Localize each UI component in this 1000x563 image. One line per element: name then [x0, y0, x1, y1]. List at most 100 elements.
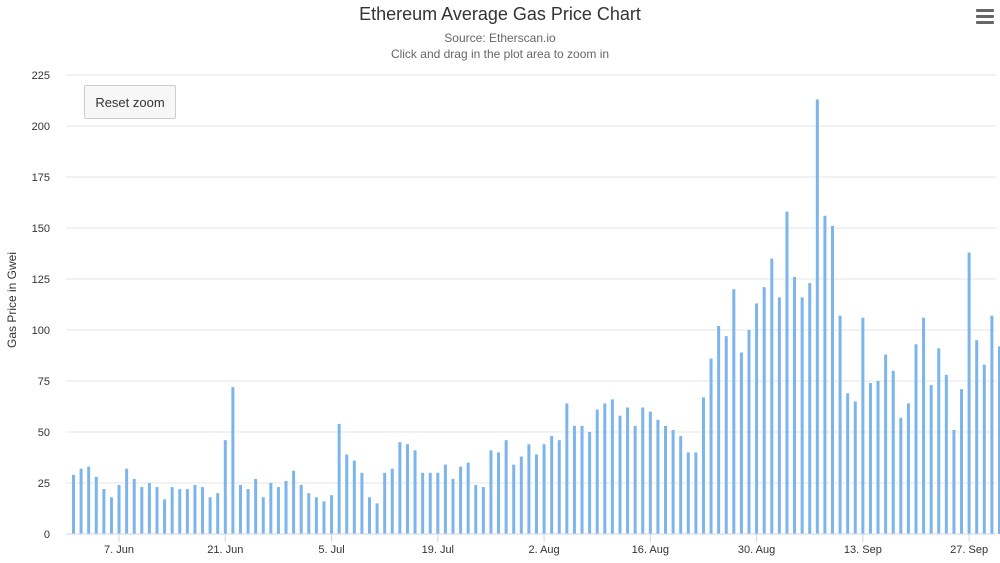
gas-price-bar[interactable] — [899, 417, 903, 534]
gas-price-bar[interactable] — [686, 452, 690, 534]
gas-price-bar[interactable] — [489, 450, 493, 534]
gas-price-bar[interactable] — [588, 432, 592, 534]
gas-price-bar[interactable] — [618, 415, 622, 534]
gas-price-bar[interactable] — [823, 215, 827, 534]
gas-price-bar[interactable] — [140, 487, 144, 534]
gas-price-bar[interactable] — [770, 258, 774, 534]
gas-price-bar[interactable] — [147, 483, 151, 534]
gas-price-bar[interactable] — [868, 383, 872, 534]
gas-price-bar[interactable] — [360, 472, 364, 534]
gas-price-bar[interactable] — [542, 444, 546, 534]
gas-price-bar[interactable] — [960, 389, 964, 534]
gas-price-bar[interactable] — [777, 297, 781, 534]
gas-price-bar[interactable] — [701, 397, 705, 534]
gas-price-bar[interactable] — [762, 287, 766, 534]
gas-price-bar[interactable] — [527, 444, 531, 534]
gas-price-bar[interactable] — [383, 472, 387, 534]
gas-price-bar[interactable] — [739, 352, 743, 534]
gas-price-bar[interactable] — [656, 419, 660, 534]
gas-price-bar[interactable] — [330, 495, 334, 534]
gas-price-bar[interactable] — [276, 487, 280, 534]
gas-price-bar[interactable] — [937, 348, 941, 534]
gas-price-bar[interactable] — [975, 340, 979, 534]
gas-price-bar[interactable] — [481, 487, 485, 534]
gas-price-bar[interactable] — [512, 464, 516, 534]
gas-price-bar[interactable] — [694, 452, 698, 534]
gas-price-bar[interactable] — [838, 315, 842, 534]
gas-price-bar[interactable] — [861, 317, 865, 534]
gas-price-bar[interactable] — [610, 399, 614, 534]
hamburger-menu-icon[interactable] — [974, 6, 996, 26]
gas-price-bar[interactable] — [185, 489, 189, 534]
gas-price-bar[interactable] — [534, 454, 538, 534]
gas-price-bar[interactable] — [793, 276, 797, 534]
gas-price-bar[interactable] — [990, 315, 994, 534]
gas-price-bar[interactable] — [72, 474, 75, 534]
gas-price-bar[interactable] — [436, 472, 440, 534]
gas-price-bar[interactable] — [451, 478, 455, 534]
gas-price-bar[interactable] — [421, 472, 425, 534]
gas-price-bar[interactable] — [709, 358, 713, 534]
gas-price-bar[interactable] — [216, 493, 220, 534]
gas-price-bar[interactable] — [284, 480, 288, 534]
gas-price-bar[interactable] — [732, 289, 736, 534]
gas-price-bar[interactable] — [459, 466, 463, 534]
gas-price-bar[interactable] — [413, 450, 417, 534]
gas-price-bar[interactable] — [428, 472, 432, 534]
gas-price-bar[interactable] — [193, 485, 197, 534]
gas-price-bar[interactable] — [914, 344, 918, 534]
gas-price-bar[interactable] — [443, 464, 447, 534]
gas-price-bar[interactable] — [352, 460, 356, 534]
gas-price-bar[interactable] — [785, 211, 789, 534]
gas-price-bar[interactable] — [671, 429, 675, 534]
gas-price-bar[interactable] — [906, 403, 910, 534]
gas-price-bar[interactable] — [755, 303, 759, 534]
gas-price-bar[interactable] — [322, 501, 326, 534]
gas-price-bar[interactable] — [125, 468, 129, 534]
gas-price-bar[interactable] — [466, 462, 470, 534]
gas-price-bar[interactable] — [967, 252, 971, 535]
gas-price-bar[interactable] — [519, 456, 523, 534]
gas-price-bar[interactable] — [572, 425, 576, 534]
gas-price-bar[interactable] — [831, 225, 834, 534]
gas-price-bar[interactable] — [633, 425, 637, 534]
gas-price-bar[interactable] — [398, 442, 402, 534]
gas-price-bar[interactable] — [94, 476, 98, 534]
gas-price-bar[interactable] — [368, 497, 372, 534]
gas-price-bar[interactable] — [261, 497, 265, 534]
gas-price-bar[interactable] — [808, 283, 812, 534]
gas-price-bar[interactable] — [884, 354, 888, 534]
gas-price-bar[interactable] — [254, 478, 258, 534]
gas-price-bar[interactable] — [102, 489, 106, 534]
gas-price-bar[interactable] — [208, 497, 212, 534]
gas-price-bar[interactable] — [201, 487, 205, 534]
gas-price-bar[interactable] — [307, 493, 311, 534]
gas-price-bar[interactable] — [375, 503, 379, 534]
gas-price-bar[interactable] — [952, 429, 956, 534]
reset-zoom-button[interactable]: Reset zoom — [84, 85, 176, 119]
gas-price-bar[interactable] — [79, 468, 83, 534]
gas-price-bar[interactable] — [269, 483, 273, 534]
gas-price-bar[interactable] — [876, 381, 880, 534]
gas-price-bar[interactable] — [163, 499, 167, 534]
gas-price-bar[interactable] — [337, 423, 341, 534]
gas-price-bar[interactable] — [474, 485, 478, 534]
gas-price-bar[interactable] — [944, 374, 948, 534]
gas-price-bar[interactable] — [997, 346, 1000, 534]
gas-price-bar[interactable] — [641, 407, 645, 534]
gas-price-bar[interactable] — [504, 440, 508, 534]
gas-price-bar[interactable] — [800, 297, 804, 534]
gas-price-bar[interactable] — [292, 470, 296, 534]
gas-price-bar[interactable] — [929, 385, 933, 534]
gas-price-bar[interactable] — [846, 393, 850, 534]
gas-price-bar[interactable] — [87, 466, 91, 534]
gas-price-bar[interactable] — [679, 436, 683, 534]
gas-price-bar[interactable] — [497, 452, 501, 534]
gas-price-bar[interactable] — [314, 497, 318, 534]
gas-price-bar[interactable] — [117, 485, 121, 534]
gas-price-bar[interactable] — [345, 454, 349, 534]
gas-price-bar[interactable] — [580, 425, 584, 534]
gas-price-bar[interactable] — [238, 485, 242, 534]
gas-price-bar[interactable] — [648, 411, 652, 534]
